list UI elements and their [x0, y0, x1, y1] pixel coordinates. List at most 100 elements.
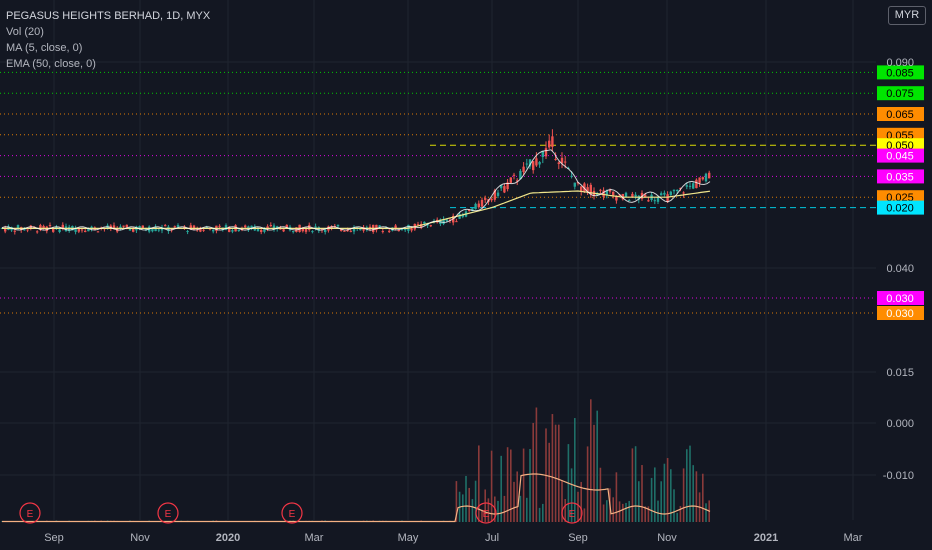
candle-body-24 — [77, 228, 80, 232]
level-tag-2 — [877, 107, 924, 121]
candle-body-207 — [663, 192, 666, 195]
volume-bar-153 — [490, 450, 493, 522]
candle-body-41 — [132, 228, 135, 232]
candle-body-16 — [52, 228, 55, 232]
candle-body-148 — [474, 203, 477, 210]
candle-body-121 — [388, 230, 391, 232]
level-tag-label-8: 0.030 — [886, 308, 914, 320]
volume-bar-194 — [622, 503, 624, 522]
volume-bar-176 — [564, 499, 566, 522]
candle-body-201 — [644, 194, 647, 198]
candle-body-124 — [397, 229, 400, 232]
candle-body-54 — [173, 226, 176, 228]
candle-body-158 — [506, 182, 509, 190]
candle-body-139 — [445, 219, 448, 221]
candle-body-44 — [141, 225, 144, 228]
candle-body-138 — [442, 219, 445, 224]
candle-body-105 — [336, 224, 340, 227]
volume-bar-211 — [676, 512, 678, 522]
candle-body-98 — [314, 226, 317, 228]
volume-bar-183 — [586, 446, 589, 522]
candle-body-170 — [544, 148, 548, 157]
candle-body-167 — [535, 158, 538, 166]
ema-line — [2, 190, 711, 229]
volume-bar-148 — [474, 480, 477, 522]
y-tick-label-1: 0.040 — [886, 263, 914, 275]
candle-body-197 — [631, 193, 634, 197]
indicator-volume[interactable]: Vol (20) — [6, 26, 44, 38]
candle-body-156 — [500, 185, 503, 189]
candle-body-163 — [522, 166, 525, 173]
indicator-ma[interactable]: MA (5, close, 0) — [6, 42, 83, 54]
candle-body-107 — [343, 230, 346, 232]
volume-bar-208 — [666, 458, 669, 522]
volume-bar-217 — [695, 471, 698, 522]
volume-bar-216 — [692, 465, 694, 522]
candle-body-72 — [231, 230, 234, 232]
candle-body-63 — [202, 229, 205, 231]
volume-bar-180 — [577, 491, 579, 522]
candle-body-7 — [23, 228, 26, 231]
volume-bar-179 — [574, 418, 576, 522]
volume-bar-214 — [686, 449, 688, 522]
candle-body-106 — [340, 229, 343, 231]
volume-bar-175 — [561, 479, 563, 522]
candle-body-176 — [564, 161, 567, 163]
volume-bar-219 — [702, 473, 704, 522]
candle-body-142 — [455, 221, 458, 223]
candle-body-132 — [423, 221, 426, 224]
x-tick-label-8: 2021 — [754, 532, 778, 544]
candle-body-178 — [570, 175, 573, 177]
candle-body-118 — [378, 225, 381, 228]
level-tag-label-10: 0.020 — [886, 203, 914, 215]
candle-body-94 — [301, 227, 304, 232]
volume-bar-161 — [516, 471, 518, 522]
volume-bar-197 — [631, 448, 634, 522]
volume-bar-172 — [551, 414, 554, 522]
candle-body-165 — [528, 159, 532, 167]
candle-body-216 — [692, 183, 695, 189]
candle-body-190 — [608, 189, 612, 192]
volume-bar-188 — [602, 504, 605, 522]
volume-bar-206 — [660, 481, 662, 522]
candle-body-147 — [471, 208, 474, 212]
candle-body-76 — [244, 225, 247, 228]
earnings-marker-label-4: E — [569, 509, 576, 520]
y-tick-label-2: 0.015 — [886, 367, 914, 379]
candle-body-144 — [461, 214, 464, 217]
x-axis: Sep Nov 2020 Mar May Jul Sep Nov 2021 Mar — [44, 532, 863, 544]
candle-body-88 — [282, 229, 285, 232]
candle-body-112 — [359, 228, 362, 231]
candle-body-108 — [346, 229, 349, 232]
candle-body-171 — [548, 140, 551, 148]
volume-bar-187 — [599, 467, 602, 522]
y-axis: 0.090 0.040 0.015 0.000 -0.010 — [883, 57, 914, 482]
volume-bar-182 — [583, 508, 586, 522]
currency-button[interactable]: MYR — [888, 6, 926, 25]
candle-body-5 — [16, 225, 20, 229]
ma-line — [1, 149, 711, 231]
indicator-ema[interactable]: EMA (50, close, 0) — [6, 58, 96, 70]
candle-body-130 — [416, 224, 420, 226]
candle-body-23 — [74, 228, 77, 232]
volume-bar-207 — [663, 463, 666, 522]
candle-body-151 — [484, 198, 487, 200]
volume-bar-144 — [462, 494, 464, 522]
volume-bar-200 — [641, 465, 643, 522]
volume-bar-204 — [654, 467, 656, 522]
candle-body-210 — [672, 189, 676, 192]
level-tag-label-5: 0.045 — [886, 151, 914, 163]
volume-bar-181 — [580, 481, 582, 522]
candle-body-81 — [260, 229, 263, 233]
candle-body-123 — [394, 225, 397, 229]
volume-bar-198 — [634, 446, 637, 522]
level-tag-5 — [877, 148, 924, 163]
level-tag-10 — [877, 200, 924, 215]
candle-body-40 — [128, 228, 132, 231]
volume-bar-215 — [689, 445, 691, 522]
candle-body-220 — [704, 173, 708, 182]
volume-bar-165 — [529, 449, 531, 522]
candle-body-49 — [157, 229, 160, 231]
